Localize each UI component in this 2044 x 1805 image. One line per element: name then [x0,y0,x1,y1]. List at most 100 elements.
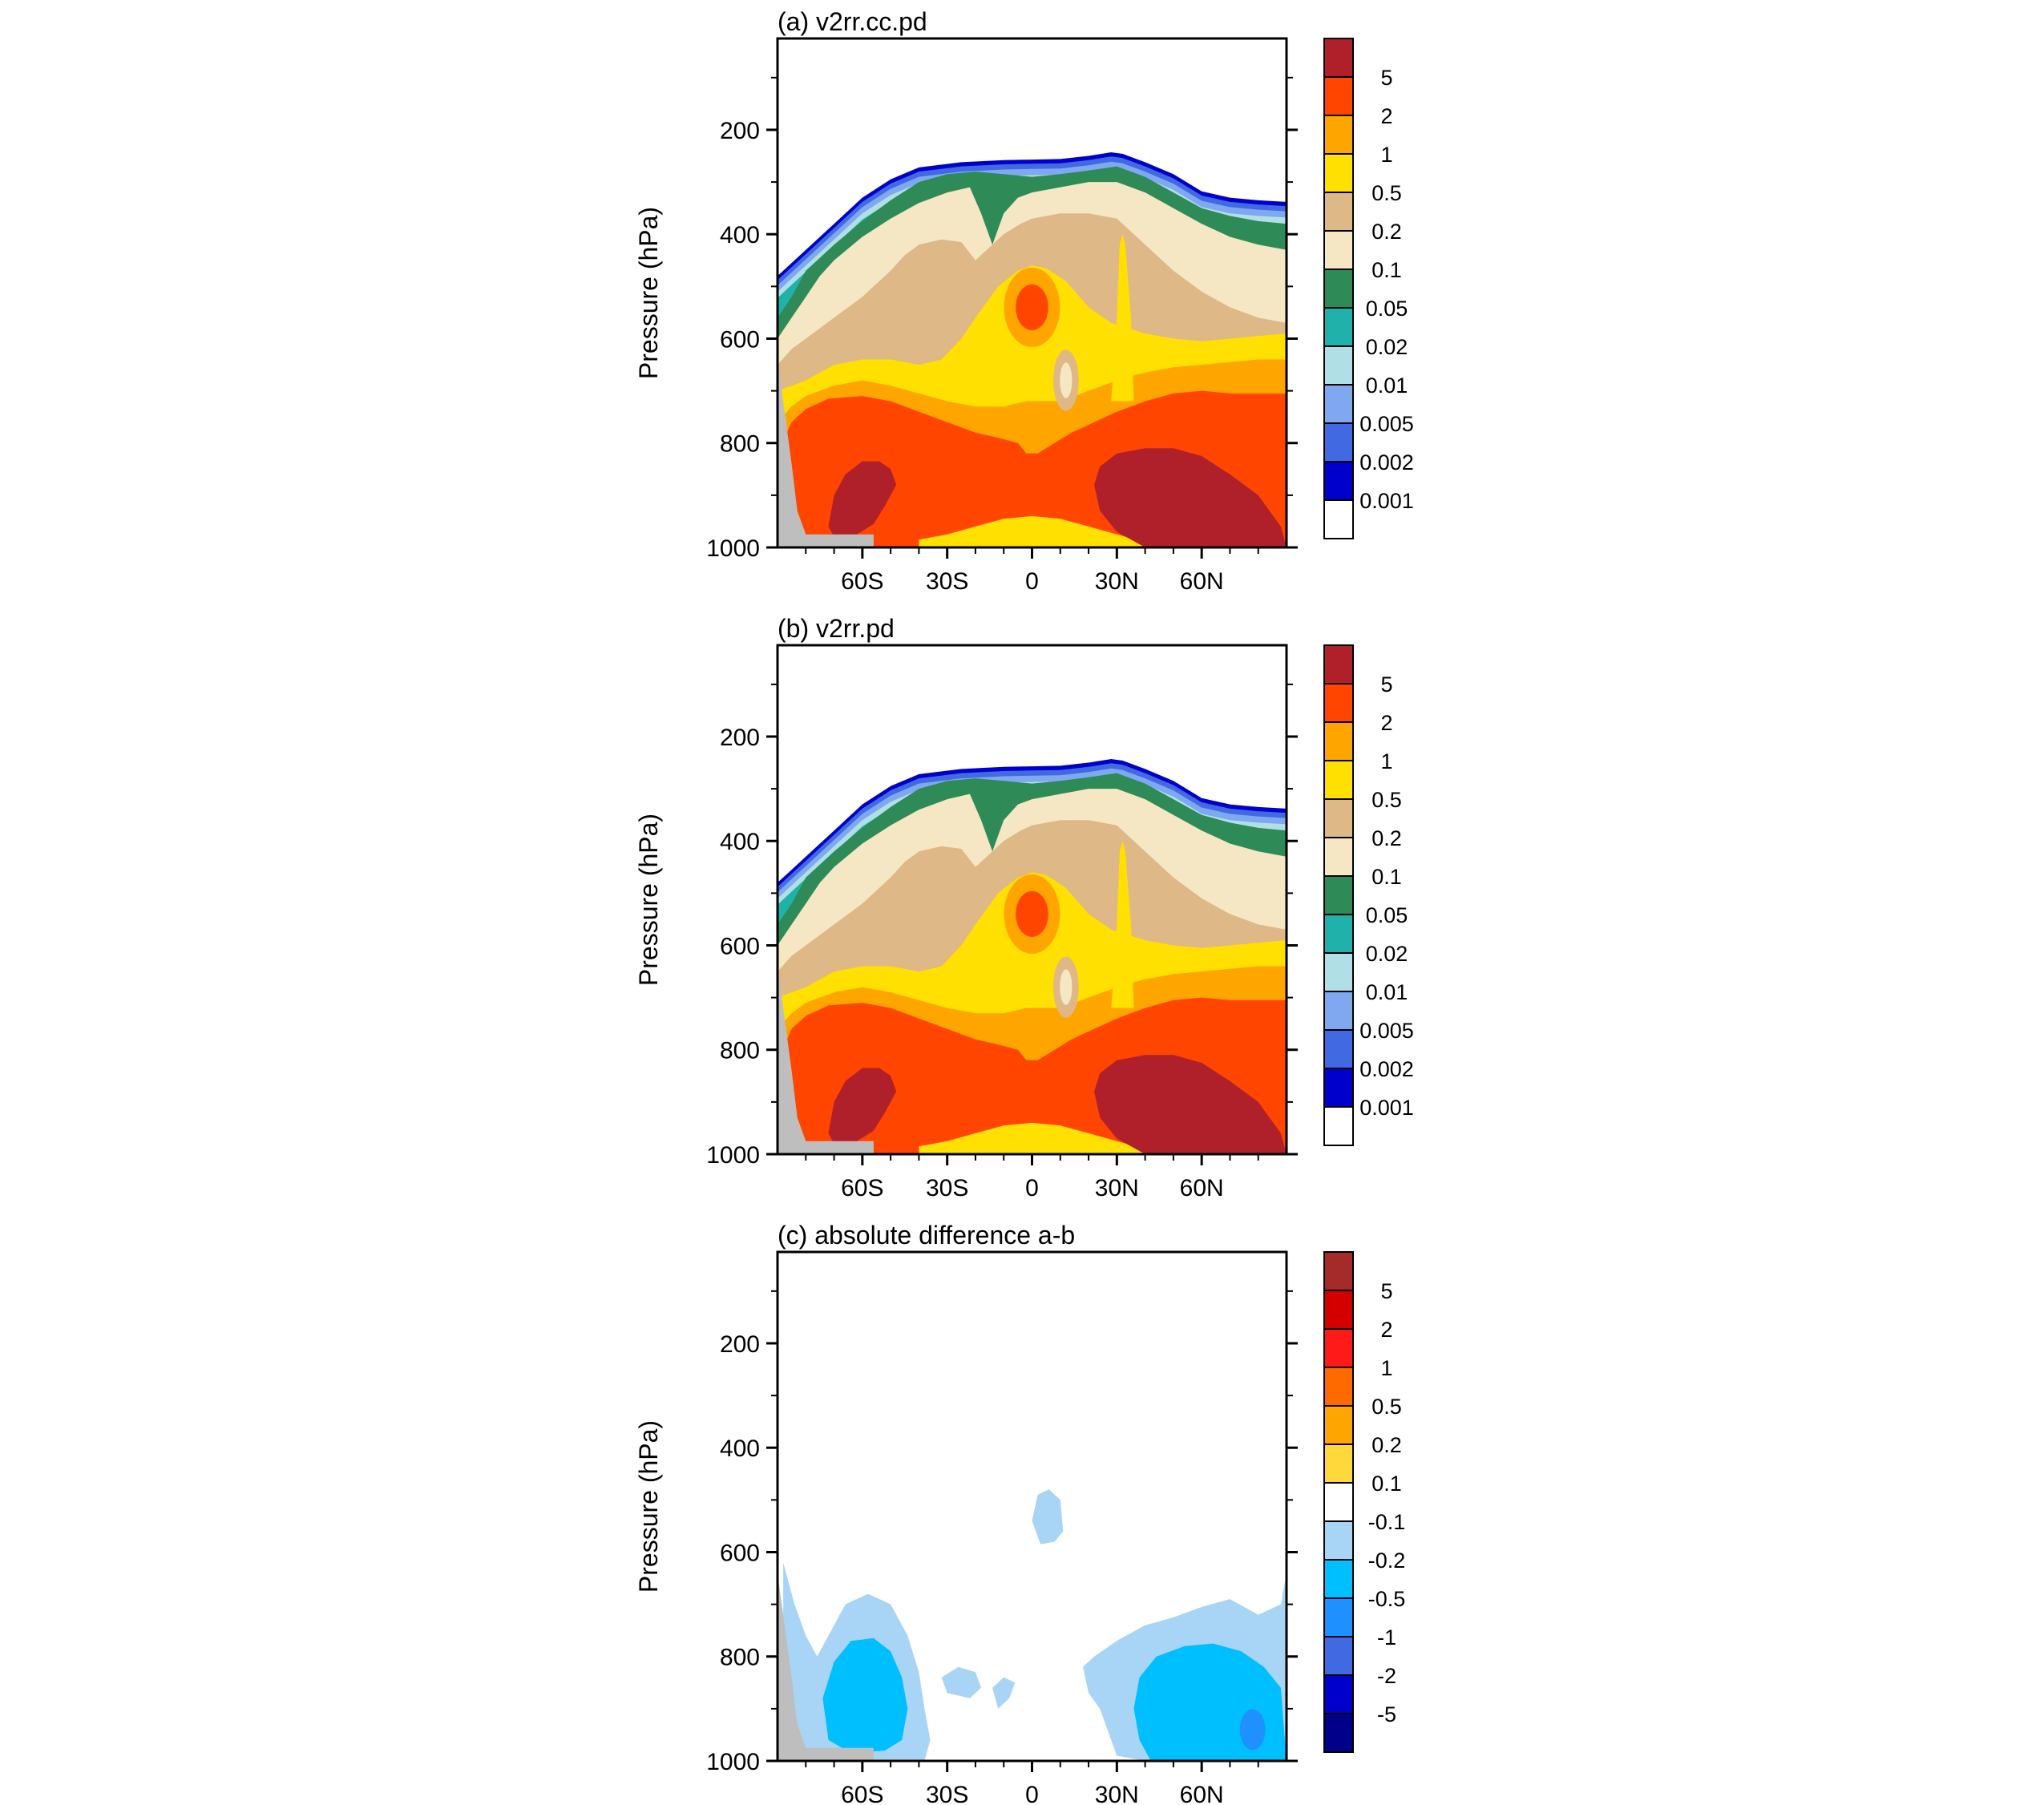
colorbar-label: -0.5 [1368,1587,1406,1611]
diff-patch [992,1677,1016,1709]
colorbar-label: 0.1 [1371,1472,1402,1496]
y-axis-label: Pressure (hPa) [634,1420,663,1593]
diff-patch-mid [1032,1489,1064,1545]
colorbar-swatch [1323,875,1354,915]
plot-area [778,645,1287,1154]
panel-title: (a) v2rr.cc.pd [778,7,927,36]
colorbar-swatch [1323,115,1354,155]
colorbar-label: 0.5 [1371,1395,1402,1419]
x-tick-label: 60S [841,1175,883,1201]
y-tick-label: 400 [720,222,760,248]
colorbar-swatch [1323,1444,1354,1484]
plot-area [778,38,1287,547]
y-tick-label: 600 [720,326,760,353]
colorbar-label: 5 [1380,66,1392,90]
colorbar-swatch [1323,1068,1354,1108]
contour-band [919,1122,1145,1154]
colorbar-label: 5 [1380,672,1392,697]
colorbar-swatch [1323,76,1354,116]
colorbar-swatch [1323,38,1354,78]
colorbar-swatch [1323,1328,1354,1368]
colorbar-label: 0.1 [1371,258,1402,282]
colorbar-swatch [1323,499,1354,539]
colorbar-swatch [1323,952,1354,992]
x-tick-label: 0 [1025,1175,1039,1201]
x-tick-label: 0 [1025,568,1039,595]
contour-band [1111,841,1134,1008]
colorbar-label: -0.2 [1368,1549,1406,1573]
colorbar-label: 0.2 [1371,826,1402,850]
plot-area [778,1252,1287,1761]
colorbar-label: 0.1 [1371,865,1402,889]
colorbar-label: 0.001 [1359,489,1414,513]
colorbar-label: 0.02 [1366,942,1408,966]
colorbar-swatch [1323,384,1354,424]
topography-mask [778,966,874,1154]
topography-mask [778,1573,874,1761]
colorbar-label: 0.005 [1359,412,1414,436]
colorbar-label: 0.5 [1371,181,1402,205]
y-tick-label: 1000 [706,535,760,562]
colorbar-swatch [1323,345,1354,386]
x-tick-label: 60N [1180,568,1224,595]
y-tick-label: 800 [720,431,760,458]
colorbar-label: 2 [1380,711,1392,735]
colorbar-swatch [1323,1597,1354,1637]
x-tick-label: 30S [926,568,968,595]
colorbar-swatch [1323,1367,1354,1407]
core-max-south [828,1068,897,1144]
x-tick-label: 60N [1180,1175,1224,1201]
y-tick-label: 200 [720,118,760,144]
colorbar-swatch [1323,644,1354,684]
colorbar-swatch [1323,1251,1354,1291]
y-tick-label: 800 [720,1645,760,1671]
x-tick-label: 60S [841,1782,883,1805]
panel-b: 200 400 600 800 1000 60S 30S 0 30N 60N Pressure (h… [634,614,1414,1201]
x-tick-label: 0 [1025,1782,1039,1805]
colorbar-label: 0.5 [1371,788,1402,812]
y-tick-label: 400 [720,829,760,855]
colorbar-swatch [1323,1636,1354,1676]
panel-a: 200 400 600 800 1000 60S 30S 0 30N 60N Pressure (h… [634,7,1414,595]
diff-patch [941,1666,981,1698]
y-axis-label: Pressure (hPa) [634,814,663,986]
colorbar-label: -1 [1377,1625,1396,1650]
panel-title: (b) v2rr.pd [778,614,895,643]
y-axis-label: Pressure (hPa) [634,207,663,379]
y-tick-label: 1000 [706,1142,760,1169]
colorbar-label: -2 [1377,1664,1396,1688]
colorbar-swatch [1323,153,1354,193]
x-tick-label: 30N [1095,1175,1139,1201]
core-max-north [1094,1055,1287,1154]
colorbar-swatch [1323,1674,1354,1714]
core-max-south [828,461,897,537]
colorbar-swatch [1323,1482,1354,1522]
mid-max-core [1016,890,1048,937]
colorbar-label: 0.01 [1366,980,1408,1004]
x-tick-label: 30N [1095,568,1139,595]
colorbar-label: -0.1 [1368,1510,1406,1534]
colorbar-swatch [1323,1520,1354,1561]
colorbar-label: 1 [1380,749,1392,773]
core-max-north [1094,448,1287,547]
colorbar-swatch [1323,1290,1354,1330]
y-tick-label: 1000 [706,1749,760,1775]
x-tick-label: 30S [926,1782,968,1805]
colorbar-swatch [1323,307,1354,347]
contour-band [1060,362,1072,398]
colorbar-swatch [1323,422,1354,462]
contour-band [1111,234,1134,402]
colorbar-label: 5 [1380,1279,1392,1303]
colorbar-label: 1 [1380,1356,1392,1380]
colorbar-label: 0.2 [1371,220,1402,244]
colorbar-label: 0.05 [1366,297,1408,321]
y-tick-label: 800 [720,1038,760,1064]
x-tick-label: 60N [1180,1782,1224,1805]
colorbar-swatch [1323,914,1354,954]
colorbar-label: 0.005 [1359,1019,1414,1043]
colorbar-swatch [1323,192,1354,232]
colorbar-swatch [1323,991,1354,1031]
colorbar-label: 0.2 [1371,1433,1402,1457]
colorbar-swatch [1323,1713,1354,1753]
colorbar-label: 0.01 [1366,374,1408,398]
